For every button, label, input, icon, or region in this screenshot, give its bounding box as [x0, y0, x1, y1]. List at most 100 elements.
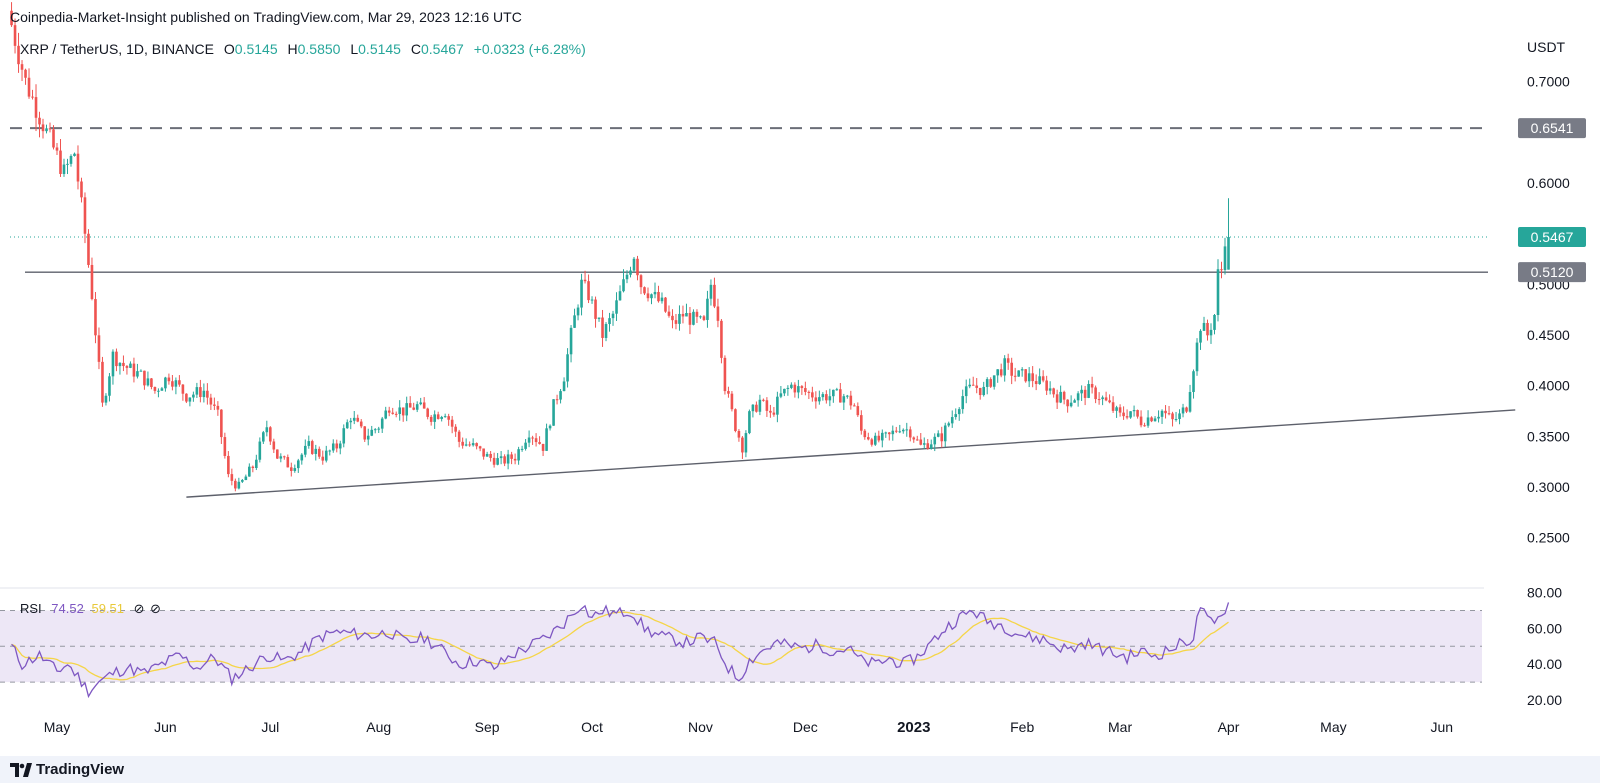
- candle-body: [41, 124, 45, 132]
- candle-body: [527, 437, 531, 443]
- candle-body: [171, 381, 174, 387]
- candle-body: [1020, 369, 1024, 371]
- candle-body: [55, 147, 59, 151]
- candle-body: [800, 386, 804, 389]
- price-badge-0.6541: [1518, 118, 1586, 139]
- candle-body: [289, 467, 293, 471]
- candle-body: [790, 384, 793, 388]
- candle-body: [555, 399, 559, 401]
- symbol-label[interactable]: XRP / TetherUS, 1D, BINANCE: [20, 41, 214, 57]
- candle-body: [422, 402, 426, 409]
- candle-body: [1150, 417, 1153, 422]
- rsi-legend: RSI 74.52 59.51 ⊘ ⊘: [20, 601, 161, 617]
- candle-body: [129, 363, 132, 368]
- candle-body: [639, 275, 643, 288]
- candle-body: [293, 468, 297, 471]
- rsi-tick-label: 60.00: [1527, 620, 1562, 636]
- candle-body: [681, 313, 685, 317]
- candle-body: [1129, 411, 1132, 418]
- candle-body: [688, 313, 692, 325]
- candle-body: [940, 433, 944, 442]
- candle-body: [566, 354, 569, 382]
- high-label: H: [287, 41, 298, 57]
- candle-body: [146, 378, 150, 386]
- candle-body: [223, 437, 227, 456]
- rsi-label[interactable]: RSI: [20, 601, 42, 616]
- candle-body: [894, 430, 898, 432]
- candle-body: [13, 25, 17, 46]
- publisher-line: Coinpedia-Market-Insight published on Tr…: [10, 9, 522, 25]
- rsi-ma-line: [11, 611, 1229, 681]
- support-trendline[interactable]: [186, 409, 1516, 498]
- candle-body: [1206, 322, 1209, 336]
- candle-body: [926, 443, 930, 449]
- candle-body: [478, 446, 482, 449]
- candle-body: [856, 406, 860, 416]
- candle-body: [1192, 371, 1195, 393]
- candle-body: [849, 395, 853, 406]
- candle-body: [359, 421, 363, 427]
- rsi-line: [11, 602, 1230, 699]
- candle-body: [1024, 369, 1027, 382]
- candle-body: [1048, 388, 1052, 391]
- candle-body: [48, 128, 52, 130]
- candle-body: [202, 390, 206, 398]
- candle-body: [887, 432, 891, 435]
- candle-body: [548, 425, 552, 429]
- candle-body: [1055, 394, 1059, 403]
- candle-body: [1199, 330, 1202, 343]
- candle-body: [230, 474, 234, 481]
- candle-body: [1017, 370, 1020, 377]
- candle-body: [66, 163, 69, 165]
- price-badge-text: 0.6541: [1531, 120, 1574, 136]
- candle-body: [1073, 400, 1076, 403]
- candle-body: [786, 387, 790, 389]
- candle-body: [751, 404, 755, 412]
- candle-body: [846, 395, 849, 397]
- candle-body: [1167, 413, 1171, 415]
- candle-body: [737, 431, 741, 438]
- candle-body: [167, 377, 171, 382]
- candle-body: [880, 432, 884, 441]
- candle-body: [1069, 402, 1073, 407]
- candle-body: [804, 388, 807, 392]
- candle-body: [1164, 410, 1167, 414]
- candle-body: [538, 442, 541, 444]
- candle-body: [269, 427, 272, 442]
- candle-body: [985, 379, 989, 387]
- candle-body: [475, 443, 478, 447]
- candle-body: [989, 379, 992, 387]
- time-tick-label: Jul: [261, 719, 279, 735]
- hide-ma-icon[interactable]: ⊘: [150, 601, 162, 616]
- candle-body: [1003, 358, 1006, 376]
- candle-body: [419, 402, 422, 405]
- brand-name[interactable]: TradingView: [36, 761, 125, 778]
- candle-body: [573, 315, 576, 328]
- candle-body: [660, 297, 664, 302]
- candle-body: [394, 413, 398, 415]
- candle-body: [1083, 389, 1087, 398]
- candle-body: [1115, 407, 1118, 411]
- price-tick-label: 0.3500: [1527, 428, 1570, 444]
- candle-body: [860, 415, 863, 431]
- candle-body: [758, 399, 762, 412]
- candle-body: [216, 405, 220, 410]
- candle-body: [429, 416, 433, 422]
- candle-body: [405, 403, 408, 416]
- candle-body: [510, 454, 513, 459]
- candle-body: [457, 431, 461, 442]
- candle-body: [807, 391, 811, 393]
- candle-body: [1059, 391, 1062, 403]
- candle-body: [24, 69, 27, 78]
- rsi-value: 74.52: [51, 601, 84, 616]
- candle-body: [657, 291, 660, 302]
- candle-body: [342, 428, 346, 444]
- hide-icon[interactable]: ⊘: [133, 601, 145, 616]
- candle-body: [136, 371, 139, 377]
- candle-body: [1160, 410, 1164, 417]
- candle-body: [1209, 329, 1213, 336]
- candle-body: [901, 429, 905, 432]
- candle-body: [248, 466, 251, 477]
- price-badge-0.5467: [1518, 227, 1586, 248]
- candle-body: [1188, 392, 1192, 412]
